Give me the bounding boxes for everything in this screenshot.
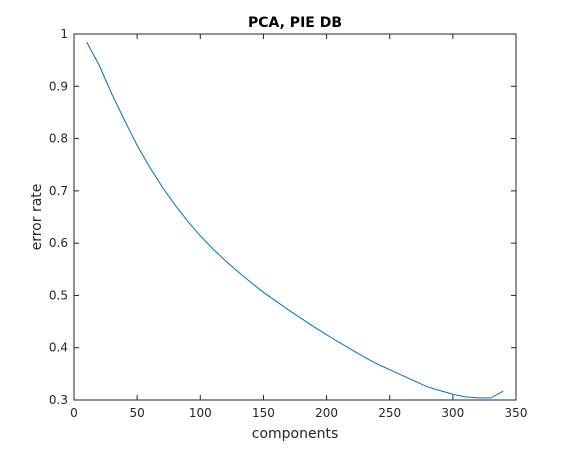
x-tick-label: 0	[70, 406, 78, 420]
x-tick-label: 50	[130, 406, 145, 420]
y-tick-label: 0.4	[49, 341, 68, 355]
x-tick-label: 200	[315, 406, 338, 420]
y-tick-label: 0.6	[49, 236, 68, 250]
y-tick-label: 0.9	[49, 79, 68, 93]
x-axis-label: components	[252, 426, 339, 442]
series-line	[86, 41, 504, 399]
y-tick-label: 1	[60, 27, 68, 41]
axes-box	[73, 33, 517, 401]
y-tick-label: 0.3	[49, 393, 68, 407]
chart-title: PCA, PIE DB	[248, 15, 342, 31]
x-tick-label: 150	[252, 406, 275, 420]
x-tick-label: 300	[441, 406, 464, 420]
x-axis: 0 50 100 150 200 250 300 350	[70, 34, 527, 420]
y-axis-label: error rate	[29, 184, 45, 251]
x-tick-label: 350	[505, 406, 528, 420]
y-axis: 0.3 0.4 0.5 0.6 0.7 0.8 0.9 1	[49, 27, 516, 407]
x-tick-label: 250	[378, 406, 401, 420]
y-tick-label: 0.5	[49, 288, 68, 302]
y-tick-label: 0.7	[49, 184, 68, 198]
plot-area	[73, 33, 517, 401]
y-tick-label: 0.8	[49, 132, 68, 146]
x-tick-label: 100	[189, 406, 212, 420]
